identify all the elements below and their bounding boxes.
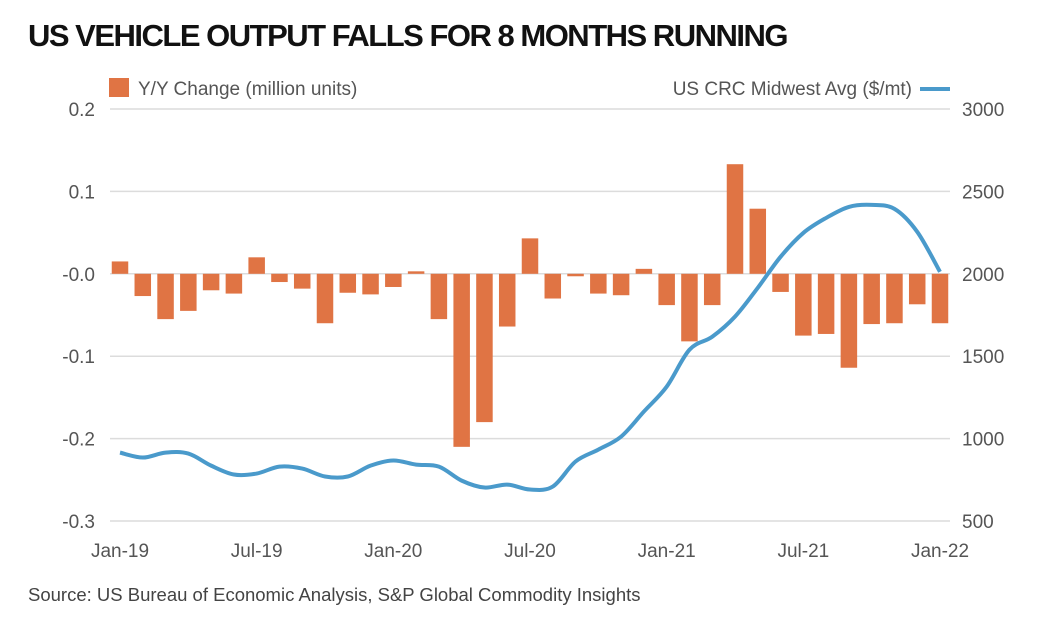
bar-Jul-19 (248, 257, 265, 274)
chart-title: US VEHICLE OUTPUT FALLS FOR 8 MONTHS RUN… (28, 18, 787, 53)
bar-Mar-20 (430, 273, 448, 320)
bar-Nov-19 (339, 273, 357, 293)
left-axis-tick-label: -0.3 (62, 512, 95, 533)
bar-Jun-20 (498, 273, 516, 327)
bar-Apr-20 (453, 273, 470, 447)
right-axis-tick-label: 3000 (962, 100, 1004, 121)
bar-Nov-20 (612, 273, 630, 296)
left-axis-tick-label: -0.1 (62, 347, 95, 368)
left-axis-tick-label: 0.2 (69, 100, 95, 121)
bar-Oct-21 (863, 273, 880, 325)
right-axis-tick-label: 1000 (962, 430, 1004, 451)
bar-Aug-19 (271, 273, 288, 283)
x-axis-tick-label: Jan-20 (364, 541, 422, 562)
bar-Jun-19 (225, 273, 243, 294)
bar-Mar-21 (703, 273, 721, 306)
bar-Mar-19 (157, 273, 174, 320)
right-axis-tick-label: 2500 (962, 182, 1004, 203)
bar-Dec-21 (908, 273, 926, 305)
bar-May-20 (476, 273, 493, 423)
x-axis-tick-label: Jul-19 (231, 541, 283, 562)
x-axis-tick-label: Jan-19 (91, 541, 149, 562)
x-axis-tick-label: Jul-20 (504, 541, 556, 562)
bar-Sep-19 (293, 273, 311, 289)
legend-label-bars: Y/Y Change (million units) (138, 79, 357, 100)
bar-Aug-20 (544, 273, 562, 299)
bar-Feb-20 (407, 271, 425, 274)
right-axis-tick-label: 1500 (962, 347, 1004, 368)
bar-Apr-19 (180, 273, 197, 311)
legend: Y/Y Change (million units) US CRC Midwes… (109, 78, 950, 100)
bar-Sep-21 (840, 273, 858, 368)
bar-Oct-19 (316, 273, 334, 324)
bar-May-21 (749, 208, 767, 274)
bar-Jul-20 (521, 238, 539, 274)
bar-Aug-21 (817, 273, 835, 334)
bar-Oct-20 (590, 273, 607, 294)
x-axis-tick-label: Jan-22 (911, 541, 969, 562)
bar-Apr-21 (726, 164, 744, 274)
x-axis-tick-label: Jan-21 (638, 541, 696, 562)
left-axis-tick-label: -0.0 (62, 265, 95, 286)
bar-Jan-21 (658, 273, 675, 306)
bar-Feb-21 (681, 273, 698, 342)
bar-Jun-21 (772, 273, 789, 292)
bar-Dec-20 (635, 268, 653, 274)
bar-Jan-22 (931, 273, 949, 324)
bar-Jan-19 (111, 261, 129, 274)
bar-Sep-20 (567, 273, 584, 277)
x-axis-tick-label: Jul-21 (777, 541, 829, 562)
legend-label-line: US CRC Midwest Avg ($/mt) (673, 79, 912, 100)
legend-swatch-bars (109, 78, 129, 97)
bar-Dec-19 (362, 273, 379, 295)
left-axis-tick-label: 0.1 (69, 182, 95, 203)
right-axis-tick-label: 500 (962, 512, 994, 533)
left-axis-tick-label: -0.2 (62, 430, 95, 451)
bar-Jan-20 (385, 273, 402, 287)
bar-Jul-21 (795, 273, 812, 336)
bar-Nov-21 (886, 273, 903, 324)
bar-Feb-19 (134, 273, 152, 297)
source-note: Source: US Bureau of Economic Analysis, … (28, 584, 641, 605)
bar-May-19 (202, 273, 220, 291)
right-axis-tick-label: 2000 (962, 265, 1004, 286)
